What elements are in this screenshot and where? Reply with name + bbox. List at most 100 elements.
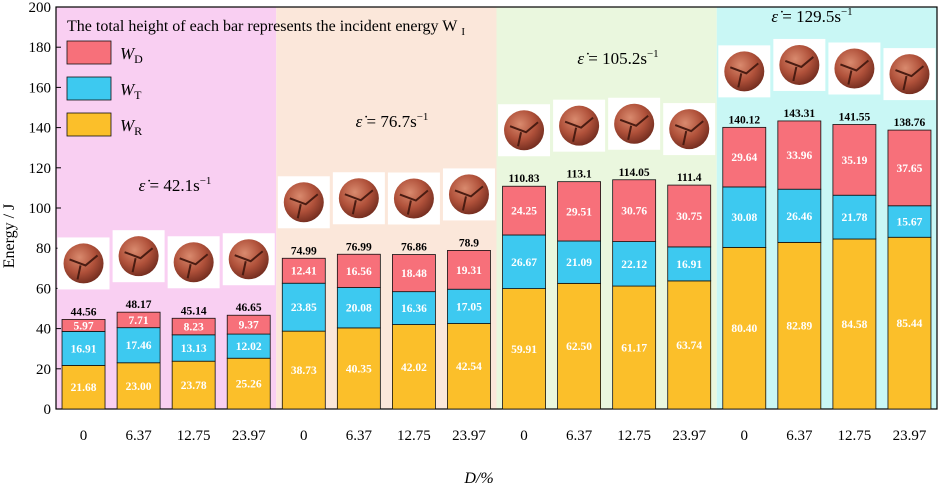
segment-label-R: 61.17	[621, 343, 647, 355]
rock-shape	[504, 110, 545, 151]
segment-label-D: 29.51	[566, 206, 592, 218]
segment-label-T: 22.12	[621, 259, 647, 271]
bar-segment-T	[447, 288, 491, 324]
x-tick-label: 12.75	[177, 428, 211, 444]
bar-segment-D	[116, 311, 161, 329]
segment-label-D: 16.56	[346, 266, 372, 278]
crack-lines	[234, 250, 264, 276]
segment-label-R: 38.73	[291, 365, 317, 377]
rock-fragment-image	[498, 104, 551, 157]
crack-lines	[509, 121, 539, 147]
legend-swatch-R	[66, 112, 112, 137]
rock-shape	[724, 51, 765, 92]
total-label: 76.86	[401, 242, 427, 254]
bar-segment-T	[336, 287, 381, 329]
strain-rate-labels: ε̇ = 42.1s−1 ε̇ = 76.7s−1 ε̇ = 105.2s−1 ε̇ …	[139, 6, 853, 195]
segment-label-R: 40.35	[346, 363, 372, 375]
bar-segment-D	[392, 254, 436, 293]
axes: 0 20 40 60 80 100 120 140 160 180 200 0 6.37 12.75 23.…	[29, 0, 938, 444]
x-tick-label: 12.75	[617, 428, 651, 444]
x-tick-label: 6.37	[125, 428, 152, 444]
x-tick-label: 0	[80, 428, 88, 444]
rock-fragment-image	[773, 38, 826, 91]
segment-label-T: 17.05	[456, 301, 482, 313]
x-tick-label: 0	[300, 428, 308, 444]
bar-segment-R	[281, 330, 326, 410]
segment-label-T: 21.09	[566, 257, 592, 269]
crack-lines	[784, 56, 814, 82]
y-tick-label: 40	[36, 322, 51, 338]
x-tick-label: 0	[741, 428, 749, 444]
bar-segment-D	[887, 129, 932, 207]
bar-segment-T	[612, 241, 657, 287]
segment-label-R: 23.78	[181, 380, 207, 392]
x-tick-label: 12.75	[838, 428, 872, 444]
bar-segment-T	[667, 246, 712, 282]
strain-rate-label-1: ε̇ = 42.1s−1	[139, 175, 212, 195]
total-label: 48.17	[126, 299, 152, 311]
rock-fragment-image	[112, 230, 165, 283]
bar-segment-T	[281, 282, 326, 332]
strain-rate-label-3: ε̇ = 105.2s−1	[577, 48, 658, 68]
rock-fragment-image	[442, 168, 495, 221]
bar-segment-R	[502, 288, 546, 410]
y-tick-label: 160	[29, 80, 52, 96]
bar-segment-T	[502, 234, 546, 289]
bar-segment-T	[832, 194, 877, 240]
y-tick-label: 180	[29, 40, 52, 56]
x-tick-label: 6.37	[346, 428, 373, 444]
bar-segment-R	[612, 285, 657, 410]
crack-lines	[895, 65, 925, 91]
segment-label-D: 37.65	[897, 163, 923, 175]
segment-label-D: 30.75	[676, 211, 702, 223]
segment-label-T: 16.91	[71, 343, 97, 355]
segment-label-R: 42.02	[401, 362, 427, 374]
segment-label-T: 23.85	[291, 302, 317, 314]
y-tick-label: 140	[29, 121, 52, 137]
rock-fragment-image	[332, 172, 385, 225]
rock-fragment-image	[222, 233, 275, 286]
segment-label-R: 82.89	[786, 321, 812, 333]
bar-segment-R	[777, 241, 822, 410]
y-tick-label: 200	[29, 0, 52, 16]
bar-segment-T	[171, 334, 216, 362]
segment-label-R: 25.26	[236, 379, 262, 391]
y-tick-label: 60	[36, 281, 51, 297]
bar-segment-T	[116, 327, 161, 364]
crack-lines	[840, 59, 870, 85]
rock-shape	[63, 243, 104, 284]
bar-segment-R	[392, 324, 436, 410]
segment-label-D: 9.37	[239, 320, 259, 332]
rock-fragment-image	[553, 99, 606, 152]
x-tick-label: 23.97	[672, 428, 706, 444]
total-label: 78.9	[459, 237, 479, 249]
rock-fragment-image	[608, 97, 661, 150]
segment-label-R: 80.40	[731, 323, 757, 335]
segment-label-T: 26.67	[511, 257, 537, 269]
bar-segment-D	[667, 184, 712, 248]
segment-label-T: 21.78	[841, 212, 867, 224]
x-tick-label: 6.37	[786, 428, 813, 444]
crack-lines	[454, 185, 484, 211]
bar-segment-T	[392, 291, 436, 325]
segment-label-D: 18.48	[401, 268, 427, 280]
crack-lines	[674, 120, 704, 146]
segment-label-T: 16.91	[676, 259, 702, 271]
bar-segment-D	[832, 124, 877, 196]
bar-segment-D	[612, 179, 657, 242]
bar-segment-T	[61, 331, 106, 366]
total-label: 113.1	[566, 169, 591, 181]
y-tick-label: 120	[29, 161, 52, 177]
segment-label-R: 21.68	[71, 382, 97, 394]
segment-label-D: 19.31	[456, 265, 482, 277]
bar-segment-T	[722, 186, 767, 248]
rock-shape	[779, 44, 820, 85]
legend-swatch-T	[66, 76, 112, 101]
rock-fragment-image	[387, 172, 440, 225]
bar-segment-T	[557, 240, 601, 284]
rock-fragment-image	[883, 48, 936, 101]
segment-label-R: 85.44	[897, 318, 923, 330]
total-label: 140.12	[728, 114, 760, 126]
bar-segment-R	[171, 360, 216, 410]
